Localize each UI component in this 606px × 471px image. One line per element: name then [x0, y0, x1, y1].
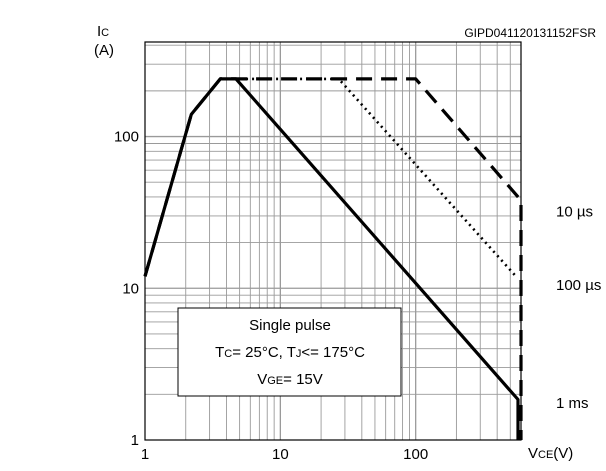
y-tick-label: 100 [114, 129, 139, 146]
curve-labels: 10 µs 100 µs 1 ms [556, 204, 601, 412]
annotation-line-2: TC= 25°C, TJ<= 175°C [215, 344, 365, 361]
x-axis-label: VCE(V) [528, 445, 573, 462]
y-axis-unit: (A) [94, 42, 114, 59]
y-tick-label: 1 [131, 432, 139, 449]
annotation-line-1: Single pulse [249, 317, 331, 334]
annotation-frame [177, 307, 402, 397]
annotation-line-3: VGE= 15V [257, 371, 323, 388]
series-layer [143, 77, 523, 440]
y-axis-label: IC [97, 23, 109, 40]
x-tick-label: 100 [403, 446, 428, 463]
x-tick-label: 1 [141, 446, 149, 463]
curve-label: 10 µs [556, 204, 593, 221]
plot-border [144, 41, 522, 441]
figure-code: GIPD041120131152FSR [464, 26, 596, 40]
series-line-dotted [143, 77, 518, 278]
series-line-dashed [143, 77, 523, 440]
curve-label: 100 µs [556, 277, 601, 294]
curve-label: 1 ms [556, 395, 589, 412]
x-tick-label: 10 [272, 446, 289, 463]
y-tick-label: 10 [122, 280, 139, 297]
annotation-box: Single pulse TC= 25°C, TJ<= 175°C VGE= 1… [177, 307, 402, 397]
tick-labels: 1 10 100 1 10 100 [114, 129, 428, 463]
